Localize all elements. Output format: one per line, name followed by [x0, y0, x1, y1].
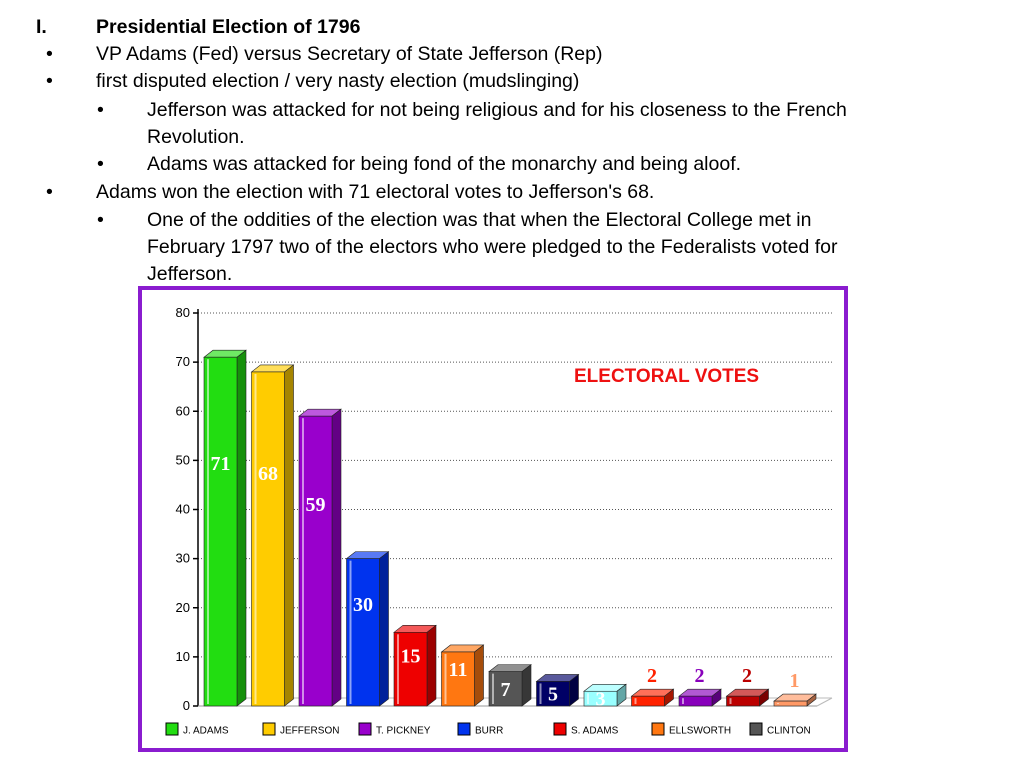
bar	[583, 690, 618, 707]
data-label: 2	[695, 665, 705, 687]
bullet-marker: •	[46, 70, 53, 92]
y-tick-label: 0	[183, 698, 190, 713]
bullet-text: first disputed election / very nasty ele…	[96, 70, 580, 92]
bar	[631, 695, 665, 707]
data-label: 1	[790, 670, 800, 692]
sub-bullet-text-continued: February 1797 two of the electors who we…	[147, 236, 838, 258]
bar-side	[236, 349, 247, 707]
floor-edge	[816, 697, 833, 707]
bar	[203, 356, 238, 707]
data-label: 7	[501, 679, 511, 701]
legend-label: JEFFERSON	[280, 726, 339, 737]
bar-side	[379, 551, 389, 707]
legend-swatch	[457, 722, 471, 736]
y-tick-label: 50	[176, 452, 190, 467]
bar	[678, 695, 713, 707]
bar	[441, 651, 475, 707]
bar-side	[426, 624, 437, 707]
legend-swatch	[262, 722, 276, 736]
sub-bullet-marker: •	[97, 99, 104, 121]
legend-label: ELLSWORTH	[669, 726, 731, 737]
bar-highlight	[207, 359, 209, 704]
data-label: 30	[353, 594, 373, 616]
data-label: 71	[211, 453, 231, 475]
bullet-marker: •	[46, 181, 53, 203]
bar-highlight	[587, 693, 589, 704]
bar	[251, 371, 285, 707]
legend-swatch	[651, 722, 665, 736]
bar-highlight	[492, 673, 494, 704]
bar-side	[521, 663, 532, 707]
bar-highlight	[539, 683, 542, 704]
y-tick-label: 40	[176, 502, 190, 517]
bar	[298, 415, 333, 707]
bar	[726, 695, 760, 707]
legend-swatch	[553, 722, 567, 736]
heading-marker: I.	[36, 16, 47, 38]
y-tick-label: 70	[176, 354, 190, 369]
bar-highlight	[349, 560, 352, 704]
data-label: 11	[449, 659, 468, 681]
legend-swatch	[358, 722, 372, 736]
bullet-text: Adams won the election with 71 electoral…	[96, 181, 655, 203]
y-tick-label: 20	[176, 600, 190, 615]
data-label: 2	[742, 665, 752, 687]
bar-highlight	[634, 698, 637, 704]
sub-bullet-text: Jefferson was attacked for not being rel…	[147, 99, 847, 121]
data-label: 3	[596, 689, 606, 711]
legend-swatch	[749, 722, 763, 736]
legend-label: CLINTON	[767, 726, 811, 737]
bar	[346, 558, 380, 707]
bar-highlight	[777, 703, 779, 704]
data-label: 59	[306, 494, 326, 516]
legend-label: T. PICKNEY	[376, 726, 431, 737]
bar-side	[331, 408, 342, 707]
y-tick-label: 30	[176, 551, 190, 566]
bar	[488, 671, 523, 707]
legend-label: S. ADAMS	[571, 726, 619, 737]
sub-bullet-text: Adams was attacked for being fond of the…	[147, 153, 742, 175]
bar	[536, 681, 570, 707]
sub-bullet-marker: •	[97, 153, 104, 175]
bullet-text: VP Adams (Fed) versus Secretary of State…	[96, 43, 603, 65]
electoral-votes-chart: 0 10 20 30 40 50 60 70 80 ELECTORAL VOTES 71 68 59 30…	[138, 286, 848, 752]
sub-bullet-text-continued: Jefferson.	[147, 263, 233, 285]
data-label: 68	[258, 463, 278, 485]
legend-swatch	[165, 722, 179, 736]
sub-bullet-text: One of the oddities of the election was …	[147, 209, 812, 231]
legend-label: BURR	[475, 726, 503, 737]
slide-title: Presidential Election of 1796	[96, 16, 361, 38]
sub-bullet-marker: •	[97, 209, 104, 231]
bar	[393, 632, 428, 707]
bar-highlight	[682, 698, 684, 704]
y-tick-label: 10	[176, 649, 190, 664]
data-label: 5	[548, 684, 558, 706]
bar-highlight	[397, 634, 399, 704]
bar	[773, 700, 808, 707]
bar-highlight	[729, 698, 732, 704]
y-tick-label: 80	[176, 305, 190, 320]
data-label: 15	[401, 645, 421, 667]
chart-title: ELECTORAL VOTES	[574, 366, 759, 387]
bar-highlight	[302, 418, 304, 704]
legend-label: J. ADAMS	[183, 726, 229, 737]
bar-side	[284, 364, 294, 707]
bar-side	[474, 644, 484, 707]
data-label: 2	[647, 665, 657, 687]
bar-highlight	[444, 653, 447, 704]
y-tick-label: 60	[176, 403, 190, 418]
sub-bullet-text-continued: Revolution.	[147, 126, 245, 148]
bullet-marker: •	[46, 43, 53, 65]
bar-highlight	[254, 373, 257, 704]
